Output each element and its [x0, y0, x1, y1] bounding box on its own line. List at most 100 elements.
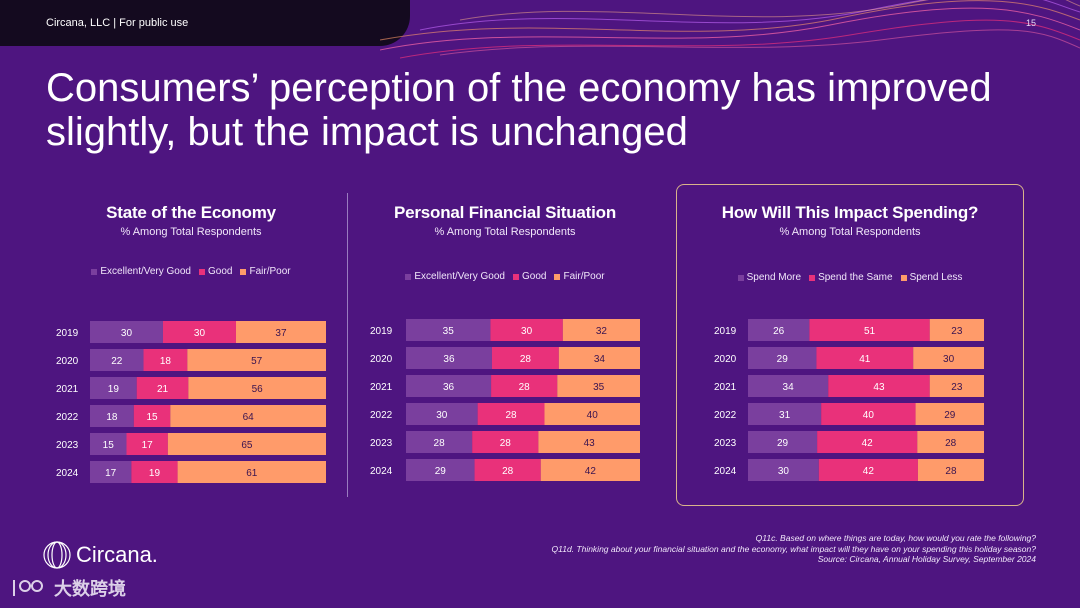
legend-item: Excellent/Very Good	[405, 271, 505, 282]
panel-divider	[347, 193, 348, 497]
bar-segment	[477, 403, 545, 425]
circana-logo-icon	[43, 541, 71, 569]
y-tick-label: 2022	[370, 410, 393, 421]
data-label: 35	[593, 382, 605, 393]
legend-label: Excellent/Very Good	[100, 266, 191, 277]
data-label: 18	[160, 356, 172, 367]
bar-segment	[490, 319, 563, 341]
data-label: 64	[243, 412, 255, 423]
bar-segment	[90, 461, 132, 483]
watermark: 大数跨境	[10, 575, 126, 601]
legend-label: Excellent/Very Good	[414, 271, 505, 282]
bar-segment	[491, 347, 559, 369]
y-tick-label: 2021	[370, 382, 393, 393]
y-tick-label: 2022	[56, 412, 79, 423]
data-label: 28	[519, 382, 531, 393]
y-tick-label: 2023	[56, 440, 79, 451]
legend-swatch	[199, 268, 205, 275]
data-label: 56	[252, 384, 264, 395]
bar-segment	[90, 405, 134, 427]
bar-segment	[562, 319, 640, 341]
page-number: 15	[1025, 18, 1036, 28]
legend-item: Excellent/Very Good	[91, 266, 191, 277]
bar-segment	[748, 431, 818, 453]
legend-swatch	[554, 273, 561, 280]
chart-subtitle: % Among Total Respondents	[779, 226, 921, 238]
y-tick-label: 2020	[370, 354, 393, 365]
bar-segment	[133, 405, 171, 427]
data-label: 19	[149, 468, 161, 479]
bar-segment	[406, 403, 478, 425]
bar-segment	[126, 433, 168, 455]
data-label: 35	[443, 326, 455, 337]
data-label: 30	[778, 466, 790, 477]
data-label: 15	[146, 412, 158, 423]
data-label: 51	[864, 326, 876, 337]
data-label: 21	[157, 384, 169, 395]
y-tick-label: 2019	[56, 328, 79, 339]
legend-item: Spend the Same	[809, 272, 893, 283]
legend-label: Spend More	[746, 272, 802, 283]
watermark-icon	[13, 580, 43, 596]
bar-segment	[917, 431, 984, 453]
bar-segment	[406, 459, 475, 481]
y-tick-label: 2024	[56, 468, 79, 479]
data-label: 57	[251, 356, 263, 367]
legend-swatch	[737, 274, 744, 281]
data-label: 34	[783, 382, 795, 393]
data-label: 17	[142, 440, 154, 451]
data-label: 17	[105, 468, 117, 479]
y-tick-label: 2021	[714, 382, 737, 393]
data-label: 42	[585, 466, 597, 477]
bar-segment	[177, 461, 326, 483]
legend-label: Fair/Poor	[249, 266, 291, 277]
legend-swatch	[240, 268, 247, 275]
legend-swatch	[900, 274, 907, 281]
chart-svg: 2019 30 30 37 2020 22 18 57 2021 19 21 56 2022 18 15 64…	[56, 321, 326, 483]
legend-swatch	[405, 273, 412, 280]
chart-panel-economy: State of the Economy % Among Total Respo…	[46, 198, 336, 498]
bar-segment	[748, 347, 817, 369]
data-label: 37	[275, 328, 287, 339]
bar-segment	[809, 319, 930, 341]
bar-segment	[557, 375, 640, 397]
chart-panel-spending-impact: How Will This Impact Spending? % Among T…	[702, 198, 998, 498]
bar-segment	[929, 319, 984, 341]
data-label: 28	[434, 438, 446, 449]
data-label: 42	[862, 438, 874, 449]
data-label: 23	[951, 326, 963, 337]
bar-segment	[406, 431, 473, 453]
legend-swatch	[513, 273, 519, 280]
footnote-source: Source: Circana, Annual Holiday Survey, …	[817, 554, 1036, 564]
bar-segment	[188, 377, 326, 399]
data-label: 65	[241, 440, 253, 451]
chart-title: State of the Economy	[106, 203, 276, 222]
chart-title: Personal Financial Situation	[393, 203, 617, 222]
bar-segment	[187, 349, 326, 371]
legend-label: Spend Less	[909, 272, 963, 283]
data-label: 43	[873, 382, 885, 393]
bar-segment	[538, 431, 640, 453]
logo-text: Circana.	[76, 542, 158, 567]
legend-label: Good	[522, 271, 547, 282]
bar-segment	[491, 375, 558, 397]
data-label: 40	[587, 410, 599, 421]
data-label: 28	[520, 354, 532, 365]
bar-segment	[544, 403, 640, 425]
footnotes: Q11c. Based on where things are today, h…	[552, 533, 1036, 565]
y-tick-label: 2020	[714, 354, 737, 365]
bar-segment	[917, 459, 984, 481]
watermark-text: 大数跨境	[54, 579, 126, 599]
data-label: 43	[584, 438, 596, 449]
data-label: 41	[859, 354, 871, 365]
bar-segment	[748, 319, 810, 341]
y-tick-label: 2023	[714, 438, 737, 449]
data-label: 36	[443, 354, 455, 365]
decorative-swirl	[380, 0, 1080, 59]
y-tick-label: 2023	[370, 438, 393, 449]
data-label: 26	[773, 326, 785, 337]
bar-segment	[816, 347, 914, 369]
data-label: 29	[944, 410, 956, 421]
bar-segment	[170, 405, 326, 427]
chart-legend: Excellent/Very Good Good Fair/Poor	[360, 271, 650, 282]
